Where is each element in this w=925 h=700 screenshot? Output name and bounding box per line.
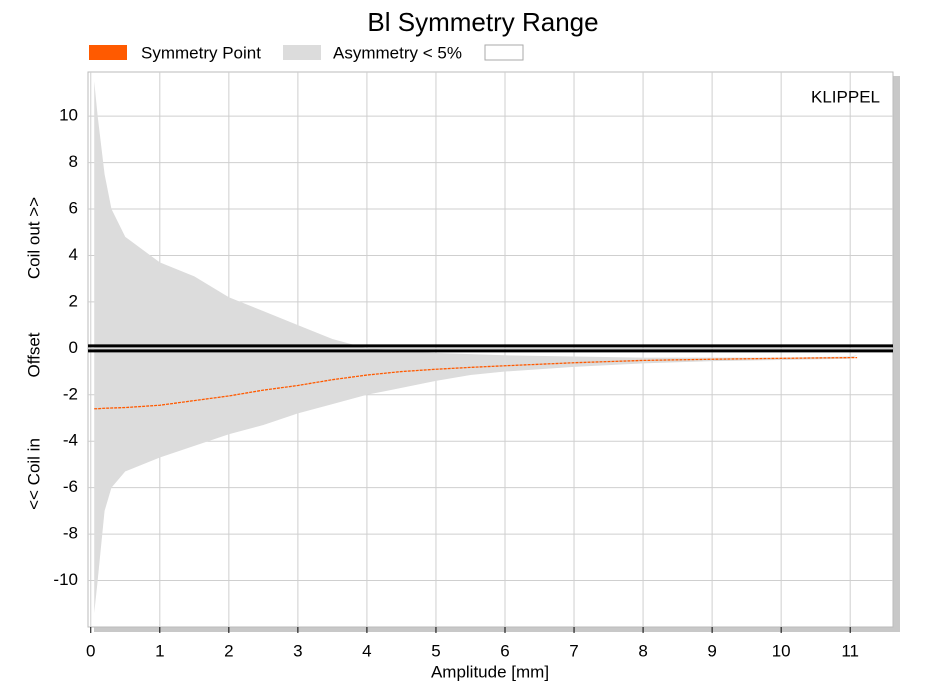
- x-axis-label: Amplitude [mm]: [431, 662, 549, 681]
- x-tick-label: 8: [638, 641, 647, 660]
- y-axis-label: Coil out >>: [24, 197, 43, 279]
- y-tick-label: 10: [59, 106, 78, 125]
- x-tick-label: 6: [500, 641, 509, 660]
- x-tick-label: 11: [841, 641, 859, 660]
- annotation: KLIPPEL: [811, 87, 880, 106]
- x-tick-label: 0: [86, 641, 95, 660]
- y-tick-label: -8: [63, 524, 78, 543]
- y-tick-label: 0: [69, 338, 78, 357]
- y-axis-label: << Coil in: [24, 438, 43, 510]
- y-tick-label: 2: [69, 291, 78, 310]
- x-tick-label: 2: [224, 641, 233, 660]
- y-tick-label: 6: [69, 198, 78, 217]
- x-tick-label: 5: [431, 641, 440, 660]
- y-tick-label: -4: [63, 431, 78, 450]
- x-tick-label: 3: [293, 641, 302, 660]
- symmetry-line: [94, 356, 858, 410]
- frame-shadow: [94, 627, 900, 632]
- x-tick-label: 7: [569, 641, 578, 660]
- x-tick-label: 1: [155, 641, 164, 660]
- frame-shadow: [893, 76, 900, 632]
- y-tick-label: 8: [69, 152, 78, 171]
- legend-swatch: [484, 44, 524, 61]
- y-tick-label: -10: [53, 570, 78, 589]
- x-tick-label: 10: [772, 641, 791, 660]
- y-axis-label: Offset: [24, 332, 43, 377]
- legend-swatch: [89, 45, 127, 60]
- legend-label: Symmetry Point: [141, 43, 261, 62]
- legend-label: Asymmetry < 5%: [333, 43, 462, 62]
- y-tick-label: -2: [63, 384, 78, 403]
- y-tick-label: -6: [63, 477, 78, 496]
- y-tick-label: 4: [69, 245, 78, 264]
- legend-swatch: [283, 45, 321, 60]
- x-tick-label: 4: [362, 641, 371, 660]
- chart-title: Bl Symmetry Range: [367, 7, 598, 37]
- x-tick-label: 9: [707, 641, 716, 660]
